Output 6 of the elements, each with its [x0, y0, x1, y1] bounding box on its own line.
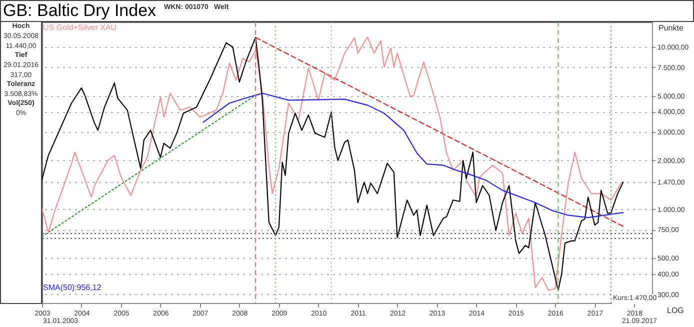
text: LOG [667, 306, 684, 316]
line-series [202, 92, 624, 218]
text: SMA(50):956,12 [43, 283, 102, 293]
text: US Gold+Silver XAU [43, 23, 117, 33]
chart-title: GB: Baltic Dry Index [3, 1, 156, 21]
y-axis-title: Punkte [658, 24, 684, 32]
